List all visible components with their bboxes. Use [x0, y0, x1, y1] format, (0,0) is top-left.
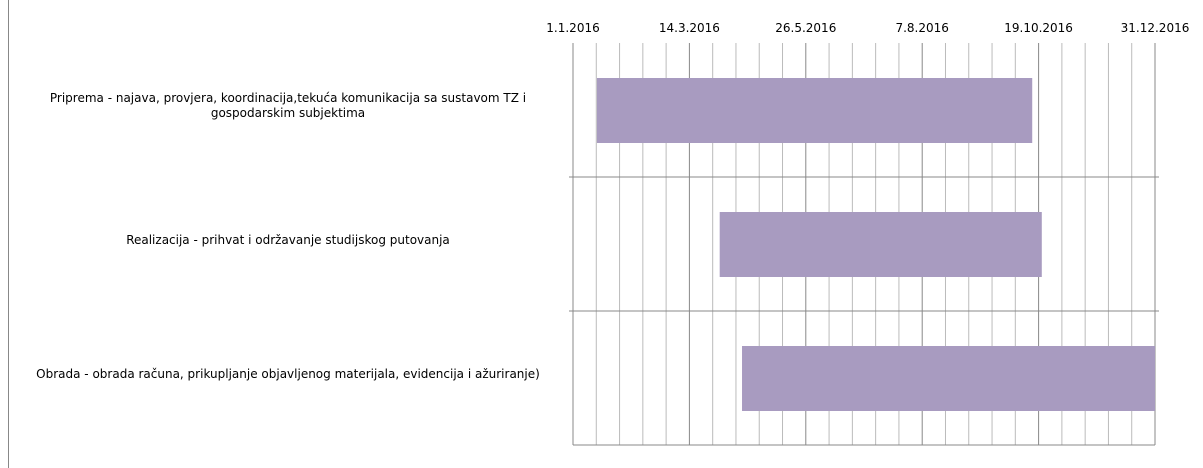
bar: [742, 346, 1155, 411]
x-tick-label: 1.1.2016: [546, 21, 599, 35]
category-label: Realizacija - prihvat i održavanje studi…: [126, 232, 450, 247]
bar: [596, 78, 1033, 143]
x-tick-label: 7.8.2016: [895, 21, 948, 35]
x-tick-label: 31.12.2016: [1121, 21, 1190, 35]
category-label: Priprema - najava, provjera, koordinacij…: [49, 91, 527, 120]
category-label: Obrada - obrada računa, prikupljanje obj…: [36, 366, 540, 381]
x-tick-label: 19.10.2016: [1004, 21, 1073, 35]
x-tick-label: 26.5.2016: [775, 21, 836, 35]
x-tick-label: 14.3.2016: [659, 21, 720, 35]
bar: [719, 212, 1042, 277]
